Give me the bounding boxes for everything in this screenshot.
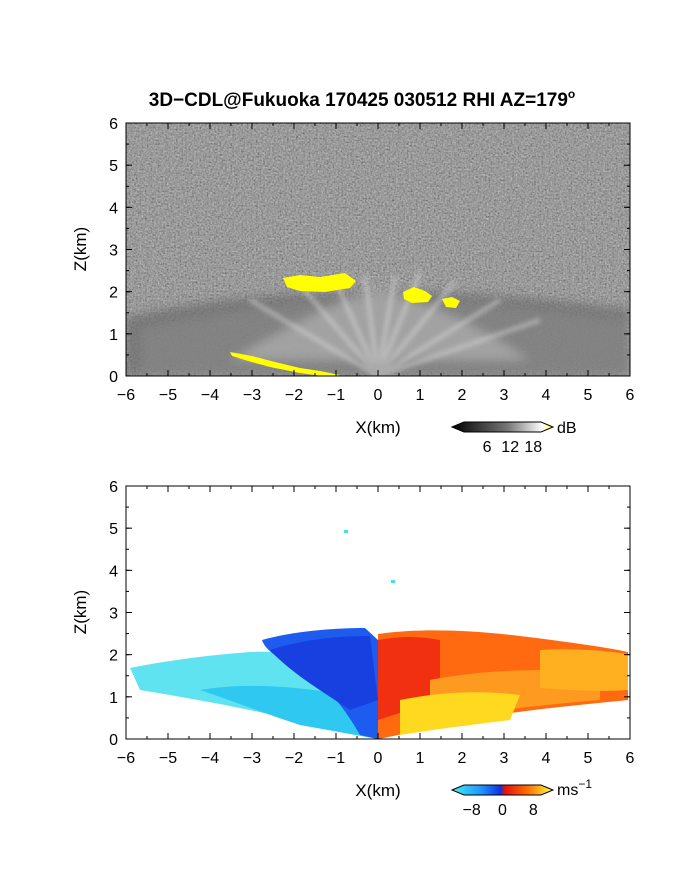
reflectivity-patch-2 — [403, 287, 432, 303]
x-tick-label: −3 — [243, 750, 261, 767]
x-tick-label: −2 — [285, 750, 303, 767]
x-tick-label: 1 — [416, 387, 425, 404]
x-tick-label: −1 — [327, 750, 345, 767]
x-tick-label: −6 — [117, 750, 135, 767]
colorbar-tick-label: 8 — [529, 802, 538, 819]
y-tick-label: 6 — [109, 116, 118, 133]
reflectivity-colorbar-bar — [450, 421, 555, 433]
x-tick-label: −2 — [285, 387, 303, 404]
velocity-colorbar-unit: ms−1 — [557, 777, 592, 799]
y-tick-label: 4 — [109, 563, 118, 580]
x-tick-label: 5 — [584, 750, 593, 767]
x-tick-label: −5 — [159, 750, 177, 767]
x-tick-label: −4 — [201, 750, 219, 767]
x-tick-label: −5 — [159, 387, 177, 404]
x-tick-label: −3 — [243, 387, 261, 404]
x-tick-label: 4 — [542, 750, 551, 767]
reflectivity-streaks — [248, 271, 541, 376]
velocity-colorbar: ms−1 −8 0 8 — [450, 777, 592, 819]
reflectivity-plot-area — [126, 123, 630, 376]
x-tick-label: 3 — [500, 387, 509, 404]
velocity-field — [130, 628, 628, 739]
colorbar-tick-label: 0 — [498, 802, 507, 819]
x-tick-label: −6 — [117, 387, 135, 404]
colorbar-tick-label: 18 — [524, 439, 542, 456]
velocity-ticks: −6 −5 −4 −3 −2 −1 0 1 2 3 4 5 6 0 1 2 3 4 5 6 — [109, 479, 634, 767]
velocity-panel: −6 −5 −4 −3 −2 −1 0 1 2 3 4 5 6 0 1 2 3 4 5 6 X(km) Z(km) m… — [71, 479, 635, 819]
colorbar-tick-label: −8 — [463, 802, 481, 819]
x-tick-label: 3 — [500, 750, 509, 767]
y-tick-label: 1 — [109, 690, 118, 707]
reflectivity-ground-clutter — [230, 352, 340, 376]
reflectivity-colorbar-ticks: 6 12 18 — [483, 439, 543, 456]
reflectivity-patch-3 — [442, 297, 460, 308]
chart-title: 3D−CDL@Fukuoka 170425 030512 RHI AZ=179o — [149, 87, 576, 111]
colorbar-tick-label: 6 — [483, 439, 492, 456]
y-tick-label: 0 — [109, 732, 118, 749]
x-tick-label: 6 — [626, 750, 635, 767]
x-tick-label: −1 — [327, 387, 345, 404]
reflectivity-colorbar-unit: dB — [557, 420, 577, 437]
x-tick-label: 5 — [584, 387, 593, 404]
y-tick-label: 5 — [109, 521, 118, 538]
velocity-plot-area — [126, 486, 630, 739]
y-tick-label: 1 — [109, 327, 118, 344]
y-tick-label: 6 — [109, 479, 118, 496]
reflectivity-ticks: −6 −5 −4 −3 −2 −1 0 1 2 3 4 5 6 0 1 2 3 4 5 6 — [109, 116, 634, 404]
y-tick-label: 2 — [109, 285, 118, 302]
velocity-colorbar-bar — [450, 784, 555, 796]
x-tick-label: 2 — [458, 750, 467, 767]
y-tick-label: 3 — [109, 606, 118, 623]
reflectivity-x-axis-label: X(km) — [355, 418, 400, 437]
reflectivity-y-axis-label: Z(km) — [71, 227, 90, 271]
y-tick-label: 2 — [109, 648, 118, 665]
x-tick-label: 6 — [626, 387, 635, 404]
reflectivity-colorbar: dB 6 12 18 — [450, 420, 577, 456]
x-tick-label: 1 — [416, 750, 425, 767]
velocity-x-axis-label: X(km) — [355, 781, 400, 800]
y-tick-label: 0 — [109, 369, 118, 386]
x-tick-label: 2 — [458, 387, 467, 404]
velocity-colorbar-ticks: −8 0 8 — [463, 802, 538, 819]
velocity-y-axis-label: Z(km) — [71, 590, 90, 634]
reflectivity-patch-1 — [283, 273, 356, 292]
velocity-isolated-echo-2 — [391, 580, 395, 583]
x-tick-label: 0 — [374, 387, 383, 404]
y-tick-label: 5 — [109, 158, 118, 175]
y-tick-label: 4 — [109, 200, 118, 217]
x-tick-label: 4 — [542, 387, 551, 404]
colorbar-tick-label: 12 — [501, 439, 519, 456]
y-tick-label: 3 — [109, 243, 118, 260]
velocity-isolated-echo-1 — [344, 530, 348, 533]
x-tick-label: 0 — [374, 750, 383, 767]
x-tick-label: −4 — [201, 387, 219, 404]
